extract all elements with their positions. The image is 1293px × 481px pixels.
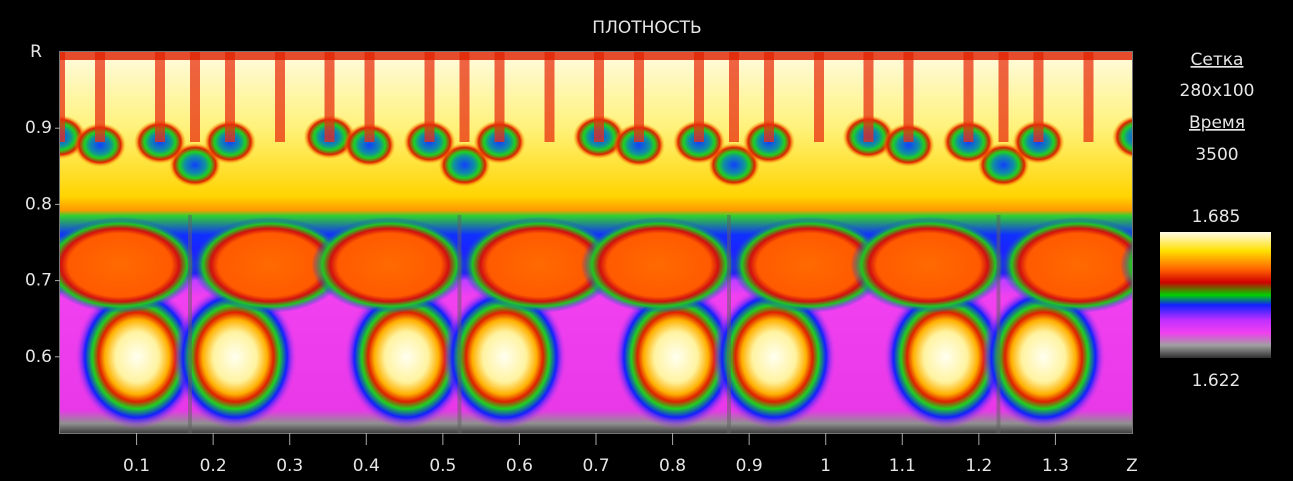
y-tick-label: 0.6 (25, 347, 52, 367)
plume-cap (1282, 120, 1293, 164)
plume (1268, 52, 1278, 142)
vortex-oval (312, 217, 468, 313)
cell-boundary (727, 215, 731, 433)
vortex-oval (581, 217, 737, 313)
plume (594, 52, 604, 142)
density-field (0, 52, 1293, 433)
plume (6, 52, 16, 142)
plume (425, 52, 435, 142)
y-tick-label: 0.7 (25, 271, 52, 291)
plume (460, 52, 470, 142)
x-tick-label: 0.1 (123, 456, 150, 476)
plume (864, 52, 874, 142)
x-axis-label: Z (1126, 456, 1138, 476)
plume (964, 52, 974, 142)
cell-boundary (188, 215, 192, 433)
chart-title: ПЛОТНОСТЬ (592, 18, 701, 38)
vortex-oval (1270, 217, 1293, 313)
time-value: 3500 (1195, 145, 1238, 165)
top-band (60, 52, 1132, 60)
y-tick-label: 0.8 (25, 194, 52, 214)
cell-boundary (458, 215, 462, 433)
cell-boundary (997, 215, 1001, 433)
x-tick-label: 0.6 (506, 456, 533, 476)
x-tick-label: 1.3 (1042, 456, 1069, 476)
x-tick-label: 0.2 (200, 456, 227, 476)
plume (1084, 52, 1094, 142)
x-tick-label: 0.5 (429, 456, 456, 476)
plume-cap (1112, 115, 1164, 159)
colorbar-min: 1.622 (1192, 371, 1241, 391)
plume (814, 52, 824, 142)
x-tick-label: 1.2 (965, 456, 992, 476)
plume (999, 52, 1009, 142)
plume (545, 52, 555, 142)
plume-cap (1247, 143, 1293, 187)
x-tick-label: 0.8 (659, 456, 686, 476)
vortex-oval (1001, 217, 1157, 313)
vortex (0, 285, 28, 429)
colorbar (1160, 232, 1271, 358)
plume (95, 52, 105, 142)
vortex-oval (851, 217, 1007, 313)
plume (275, 52, 285, 142)
x-tick-label: 0.3 (276, 456, 303, 476)
time-label: Время (1189, 113, 1245, 133)
x-tick-label: 1.1 (889, 456, 916, 476)
plume (155, 52, 165, 142)
plume (694, 52, 704, 142)
density-screen: ПЛОТНОСТЬ R Z Сетка 280x100 Время 3500 1… (0, 0, 1293, 477)
plume (325, 52, 335, 142)
plume (1133, 52, 1143, 142)
plume (190, 52, 200, 142)
vortex-oval (42, 217, 198, 313)
x-tick-label: 0.7 (582, 456, 609, 476)
plume (1034, 52, 1044, 142)
plume (904, 52, 914, 142)
y-axis-label: R (30, 42, 42, 62)
plume (634, 52, 644, 142)
y-tick-label: 0.9 (25, 118, 52, 138)
plume (495, 52, 505, 142)
plume (729, 52, 739, 142)
grid-value: 280x100 (1180, 81, 1255, 101)
plume (365, 52, 375, 142)
x-tick-label: 1 (820, 456, 831, 476)
x-tick-label: 0.4 (353, 456, 380, 476)
plume (764, 52, 774, 142)
x-tick-label: 0.9 (736, 456, 763, 476)
plume (225, 52, 235, 142)
grid-label: Сетка (1191, 50, 1244, 70)
colorbar-max: 1.685 (1192, 207, 1241, 227)
